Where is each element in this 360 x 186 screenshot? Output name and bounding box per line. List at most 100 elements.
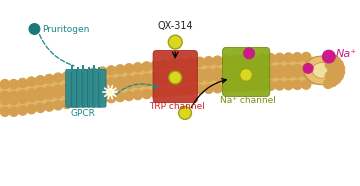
- Text: TRP channel: TRP channel: [149, 102, 205, 111]
- Circle shape: [18, 90, 27, 100]
- Circle shape: [222, 55, 231, 65]
- Circle shape: [230, 67, 240, 76]
- Circle shape: [124, 64, 134, 73]
- Circle shape: [257, 70, 267, 79]
- Circle shape: [107, 81, 116, 91]
- Circle shape: [266, 53, 275, 63]
- FancyBboxPatch shape: [87, 69, 95, 107]
- Circle shape: [195, 85, 204, 94]
- FancyBboxPatch shape: [66, 69, 73, 107]
- Circle shape: [186, 73, 196, 83]
- Circle shape: [327, 62, 335, 70]
- Circle shape: [124, 91, 134, 101]
- Circle shape: [133, 78, 143, 88]
- Circle shape: [195, 69, 204, 78]
- Circle shape: [36, 87, 45, 97]
- Circle shape: [53, 73, 63, 82]
- Circle shape: [222, 71, 231, 81]
- FancyBboxPatch shape: [77, 69, 84, 107]
- Text: Pruritogen: Pruritogen: [42, 25, 90, 33]
- Circle shape: [0, 107, 10, 116]
- Text: GPCR: GPCR: [71, 109, 96, 118]
- FancyBboxPatch shape: [222, 47, 270, 97]
- Circle shape: [71, 98, 81, 108]
- Circle shape: [89, 96, 98, 105]
- FancyArrowPatch shape: [116, 84, 158, 94]
- FancyBboxPatch shape: [93, 69, 100, 107]
- Circle shape: [29, 24, 40, 34]
- Circle shape: [80, 85, 89, 94]
- Circle shape: [168, 59, 178, 69]
- Circle shape: [266, 81, 275, 90]
- Circle shape: [142, 62, 152, 71]
- Circle shape: [257, 54, 267, 63]
- Circle shape: [107, 66, 116, 75]
- Circle shape: [142, 89, 152, 99]
- Circle shape: [239, 66, 249, 76]
- Circle shape: [62, 72, 72, 81]
- Circle shape: [186, 70, 196, 79]
- Circle shape: [27, 93, 36, 102]
- Circle shape: [98, 94, 107, 104]
- Circle shape: [45, 86, 54, 96]
- Circle shape: [160, 72, 169, 81]
- Circle shape: [195, 57, 204, 67]
- Circle shape: [328, 68, 336, 76]
- Circle shape: [323, 52, 333, 62]
- Circle shape: [98, 83, 107, 92]
- Circle shape: [177, 58, 187, 68]
- Polygon shape: [0, 72, 320, 112]
- Circle shape: [230, 71, 240, 80]
- Circle shape: [115, 65, 125, 74]
- Circle shape: [80, 97, 89, 106]
- Circle shape: [266, 69, 275, 79]
- Circle shape: [160, 60, 169, 69]
- Circle shape: [248, 82, 258, 91]
- Circle shape: [18, 78, 27, 88]
- Circle shape: [239, 82, 249, 92]
- Circle shape: [239, 70, 249, 80]
- Ellipse shape: [304, 56, 339, 85]
- Polygon shape: [0, 57, 320, 96]
- Circle shape: [36, 76, 45, 85]
- FancyBboxPatch shape: [153, 50, 197, 103]
- Circle shape: [168, 35, 182, 49]
- Circle shape: [142, 78, 152, 87]
- Circle shape: [177, 86, 187, 95]
- Circle shape: [71, 70, 81, 80]
- Circle shape: [335, 64, 345, 73]
- Circle shape: [323, 79, 333, 89]
- Circle shape: [80, 69, 89, 79]
- Circle shape: [62, 84, 72, 93]
- Circle shape: [213, 72, 222, 81]
- Circle shape: [168, 75, 178, 84]
- Circle shape: [293, 68, 302, 78]
- Circle shape: [301, 52, 311, 62]
- Circle shape: [331, 57, 341, 66]
- Circle shape: [80, 81, 89, 90]
- Circle shape: [45, 90, 54, 100]
- Circle shape: [53, 85, 63, 94]
- Circle shape: [325, 72, 333, 80]
- Circle shape: [168, 71, 178, 81]
- Circle shape: [108, 90, 112, 94]
- Circle shape: [18, 94, 27, 103]
- Circle shape: [45, 74, 54, 84]
- Circle shape: [107, 89, 114, 96]
- Circle shape: [186, 85, 196, 95]
- Circle shape: [18, 106, 27, 115]
- Circle shape: [115, 80, 125, 90]
- Circle shape: [257, 66, 267, 75]
- Circle shape: [222, 67, 231, 77]
- Circle shape: [9, 107, 18, 116]
- Circle shape: [53, 89, 63, 98]
- Circle shape: [133, 74, 143, 84]
- Circle shape: [213, 68, 222, 77]
- Circle shape: [177, 70, 187, 80]
- Circle shape: [275, 81, 284, 90]
- Circle shape: [301, 64, 311, 73]
- Circle shape: [266, 65, 275, 75]
- Circle shape: [89, 80, 98, 89]
- Circle shape: [327, 70, 335, 78]
- Polygon shape: [0, 57, 320, 112]
